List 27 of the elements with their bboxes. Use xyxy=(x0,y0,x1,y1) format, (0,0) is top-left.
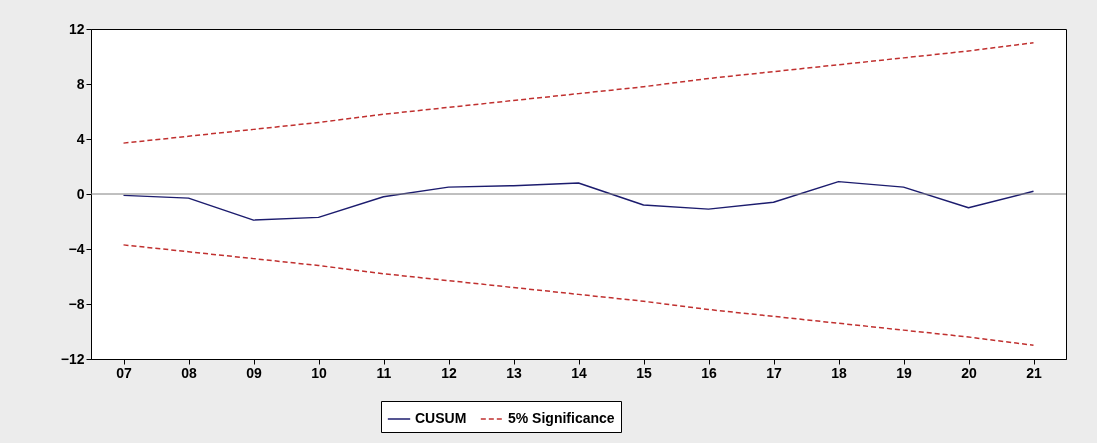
x-tick-label: 14 xyxy=(571,364,587,381)
x-tick-label: 13 xyxy=(506,364,522,381)
legend-label: 5% Significance xyxy=(508,410,615,426)
x-tick-label: 21 xyxy=(1026,364,1042,381)
y-tick-label: 4 xyxy=(76,130,85,147)
x-tick-label: 10 xyxy=(311,364,327,381)
x-tick-label: 20 xyxy=(961,364,977,381)
y-tick-label: −4 xyxy=(68,240,85,257)
x-tick-label: 19 xyxy=(896,364,912,381)
y-tick-label: 8 xyxy=(76,75,85,92)
x-tick-label: 07 xyxy=(116,364,132,381)
y-tick-label: −12 xyxy=(60,350,85,367)
legend-label: CUSUM xyxy=(415,410,467,426)
line-series xyxy=(122,180,1035,221)
y-tick-label: −8 xyxy=(68,295,85,312)
line-series xyxy=(122,244,1035,346)
x-tick-label: 12 xyxy=(441,364,457,381)
x-tick-label: 09 xyxy=(246,364,262,381)
x-tick-label: 17 xyxy=(766,364,782,381)
x-tick-label: 16 xyxy=(701,364,717,381)
x-tick-label: 11 xyxy=(376,364,392,381)
line-series xyxy=(122,42,1035,144)
y-tick-label: 12 xyxy=(68,20,85,37)
x-tick-label: 18 xyxy=(831,364,847,381)
x-tick-label: 08 xyxy=(181,364,197,381)
x-tick-label: 15 xyxy=(636,364,652,381)
y-tick-label: 0 xyxy=(76,185,85,202)
